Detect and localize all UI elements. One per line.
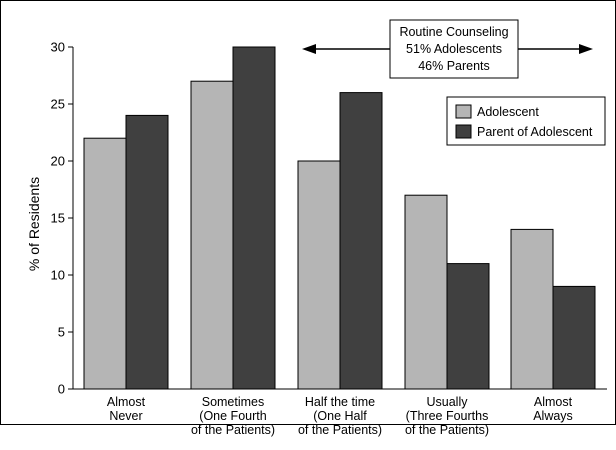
y-tick-label: 25 [51, 97, 65, 112]
right-arrowhead-icon [579, 44, 593, 54]
legend-swatch-parent [455, 124, 472, 139]
bar-parent [125, 114, 169, 390]
y-tick-label: 0 [58, 382, 65, 397]
bar-adolescent [190, 80, 234, 390]
x-tick-label: of the Patients) [405, 423, 489, 437]
bar-adolescent [83, 137, 127, 390]
x-tick-label: Never [109, 409, 142, 423]
annotation-line: 51% Adolescents [406, 42, 502, 56]
legend-swatch-adolescent [455, 104, 472, 119]
y-tick-label: 30 [51, 40, 65, 55]
x-tick-label: Sometimes [202, 395, 265, 409]
x-tick-label: of the Patients) [191, 423, 275, 437]
legend: Adolescent Parent of Adolescent [446, 96, 606, 146]
y-tick-label: 20 [51, 154, 65, 169]
y-tick-label: 15 [51, 211, 65, 226]
x-tick-label: Always [533, 409, 573, 423]
x-tick-label: Almost [534, 395, 573, 409]
bar-parent [446, 263, 490, 390]
bar-parent [232, 46, 276, 390]
bar-parent [552, 285, 596, 390]
x-tick-label: (Three Fourths [406, 409, 489, 423]
annotation-box [389, 19, 519, 79]
bar-parent [339, 92, 383, 390]
annotation-line: Routine Counseling [399, 25, 508, 39]
legend-box [446, 96, 606, 146]
left-arrowhead-icon [302, 44, 316, 54]
bar-adolescent [297, 160, 341, 390]
x-tick-label: Usually [427, 395, 469, 409]
x-tick-label: (One Half [313, 409, 367, 423]
bar-adolescent [510, 228, 554, 390]
y-axis-label: % of Residents [26, 177, 42, 271]
x-tick-label: Half the time [305, 395, 375, 409]
annotation-routine-counseling: Routine Counseling 51% Adolescents 46% P… [302, 19, 593, 79]
legend-label-parent: Parent of Adolescent [477, 125, 593, 139]
y-tick-label: 5 [58, 325, 65, 340]
x-tick-label: (One Fourth [199, 409, 266, 423]
x-tick-label: of the Patients) [298, 423, 382, 437]
bar-adolescent [404, 194, 448, 390]
annotation-line: 46% Parents [418, 59, 490, 73]
x-tick-label: Almost [107, 395, 146, 409]
legend-label-adolescent: Adolescent [477, 105, 539, 119]
y-tick-label: 10 [51, 268, 65, 283]
chart-frame: % of Residents Routine Counseling 51% Ad… [0, 0, 616, 437]
